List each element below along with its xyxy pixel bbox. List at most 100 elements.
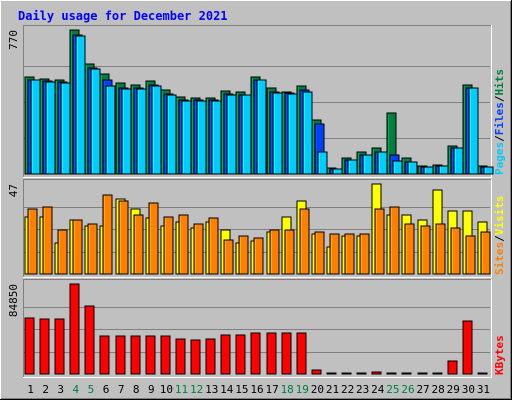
bar-fill — [311, 369, 322, 375]
y-max-label: 84850 — [7, 284, 20, 317]
bar-pages-day-7 — [121, 88, 132, 175]
bar-kbytes-day-23 — [356, 372, 367, 375]
bar-kbytes-day-19 — [296, 332, 307, 375]
legend-entry: Pages — [493, 142, 506, 175]
x-tick-label: 4 — [73, 383, 80, 396]
bar-sites-day-30 — [465, 235, 476, 275]
bar-fill — [477, 372, 488, 375]
bar-sites-day-10 — [163, 216, 174, 275]
bar-fill — [359, 233, 370, 275]
bar-fill — [314, 231, 325, 275]
bar-fill — [42, 206, 53, 275]
x-tick-label: 9 — [148, 383, 155, 396]
x-tick-label: 21 — [326, 383, 339, 396]
x-tick-label: 29 — [447, 383, 460, 396]
bar-pages-day-21 — [332, 168, 343, 175]
legend-entry: KBytes — [493, 335, 506, 375]
bar-pages-day-27 — [423, 166, 434, 175]
bar-fill — [272, 92, 283, 175]
bar-kbytes-day-4 — [69, 283, 80, 375]
legend-entry: Files — [493, 102, 506, 135]
bar-fill — [27, 208, 38, 275]
x-tick-label: 18 — [281, 383, 294, 396]
panel-visits-sites: 47 Sites/Visits — [7, 179, 506, 278]
bar-fill — [347, 159, 358, 175]
bar-pages-day-14 — [226, 94, 237, 175]
bar-sites-day-22 — [344, 233, 355, 275]
bar-kbytes-day-5 — [84, 305, 95, 375]
bar-sites-day-23 — [359, 233, 370, 275]
bar-pages-day-23 — [362, 154, 373, 175]
x-tick-label: 16 — [250, 383, 263, 396]
bar-kbytes-day-30 — [462, 320, 473, 375]
bar-kbytes-day-21 — [326, 372, 337, 375]
legend-entry: Sites — [493, 242, 506, 275]
x-tick-label: 20 — [311, 383, 324, 396]
x-tick-label: 3 — [57, 383, 64, 396]
bar-sites-day-6 — [102, 194, 113, 275]
bar-fill — [281, 332, 292, 375]
x-tick-label: 1 — [27, 383, 34, 396]
legend-entry: / — [493, 135, 506, 142]
bar-fill — [24, 317, 35, 375]
bar-fill — [468, 87, 479, 175]
bar-kbytes-day-25 — [386, 372, 397, 375]
bar-fill — [447, 360, 458, 375]
bar-fill — [420, 225, 431, 275]
bar-fill — [435, 223, 446, 275]
bar-sites-day-16 — [253, 237, 264, 275]
bar-fill — [235, 334, 246, 375]
bar-sites-day-2 — [42, 206, 53, 275]
bar-pages-day-1 — [30, 79, 41, 175]
bar-fill — [480, 231, 491, 275]
bar-sites-day-27 — [420, 225, 431, 275]
bar-pages-day-4 — [75, 35, 86, 175]
bar-fill — [54, 318, 65, 375]
bar-fill — [371, 371, 382, 375]
legend-hits-files-pages: Pages/Files/Hits — [493, 69, 506, 175]
bar-pages-day-19 — [302, 91, 313, 175]
x-axis-labels: 1 2 3 4 5 6 7 8 9 10 11 12 13 14 15 16 17 18 19 20 21 22 23 24 2… — [27, 383, 490, 396]
bar-fill — [253, 237, 264, 275]
bar-sites-day-26 — [404, 223, 415, 275]
bar-kbytes-day-22 — [341, 372, 352, 375]
bar-fill — [223, 239, 234, 275]
bar-fill — [99, 335, 110, 375]
bar-sites-day-9 — [148, 202, 159, 275]
bar-pages-day-24 — [377, 151, 388, 175]
bar-fill — [102, 194, 113, 275]
bar-kbytes-day-24 — [371, 371, 382, 375]
bar-sites-day-24 — [374, 208, 385, 275]
bar-fill — [377, 151, 388, 175]
bar-fill — [296, 332, 307, 375]
bar-pages-day-9 — [151, 85, 162, 175]
x-tick-label: 2 — [42, 383, 49, 396]
bar-fill — [250, 332, 261, 375]
bar-fill — [211, 100, 222, 175]
bar-sites-day-21 — [329, 233, 340, 275]
bar-sites-day-7 — [118, 200, 129, 275]
bar-fill — [30, 79, 41, 175]
bar-pages-day-3 — [60, 82, 71, 175]
bar-kbytes-day-11 — [175, 338, 186, 375]
bar-pages-day-12 — [196, 100, 207, 175]
bar-sites-day-25 — [389, 206, 400, 275]
bar-fill — [115, 335, 126, 375]
bar-fill — [145, 335, 156, 375]
bar-fill — [60, 82, 71, 175]
x-tick-label: 14 — [220, 383, 234, 396]
bar-fill — [39, 318, 50, 375]
bar-fill — [175, 338, 186, 375]
bar-pages-day-16 — [256, 79, 267, 175]
bar-kbytes-day-6 — [99, 335, 110, 375]
bar-sites-day-1 — [27, 208, 38, 275]
bar-kbytes-day-18 — [281, 332, 292, 375]
bar-fill — [374, 208, 385, 275]
bar-fill — [465, 235, 476, 275]
x-tick-label: 11 — [175, 383, 188, 396]
x-tick-label: 13 — [205, 383, 218, 396]
series-kbytes — [24, 283, 488, 375]
series-sites — [27, 194, 491, 275]
bar-fill — [356, 372, 367, 375]
